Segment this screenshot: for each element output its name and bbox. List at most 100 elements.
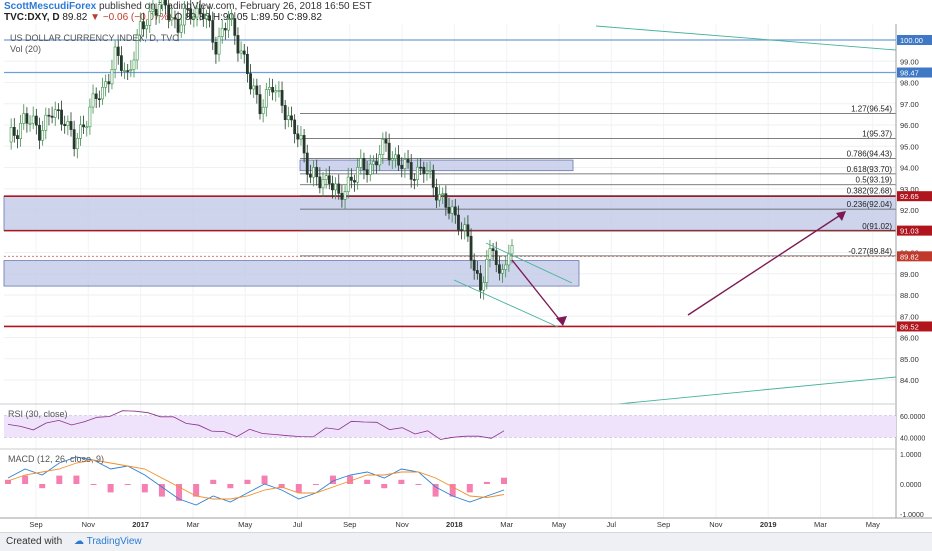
macd-histogram-bar: [295, 484, 302, 493]
candle-body: [312, 167, 315, 178]
candle-body: [305, 152, 309, 175]
price-badge-label: 91.03: [900, 227, 919, 236]
macd-histogram-bar: [90, 484, 97, 485]
macd-histogram-bar: [107, 484, 114, 493]
x-tick-label: Nov: [395, 520, 409, 529]
candle-body: [255, 85, 259, 95]
volume-label: Vol (20): [10, 44, 41, 54]
candle-body: [217, 36, 221, 55]
y-tick-label: 86.00: [900, 334, 919, 343]
rsi-pane: 60.0000 40.0000: [0, 403, 925, 442]
price-chart[interactable]: 1.27(96.54) 1(95.37) 0.786(94.43) 0.618(93.…: [0, 0, 932, 532]
candle-body: [179, 24, 183, 33]
fib-label: 0.618(93.70): [847, 165, 893, 174]
y-tick-label: 94.00: [900, 164, 919, 173]
candles: [9, 0, 514, 300]
candle-body: [195, 8, 199, 18]
x-tick-label: 2018: [446, 520, 463, 529]
candle-body: [167, 4, 171, 21]
candle-body: [50, 115, 54, 118]
candle-body: [299, 135, 303, 140]
candle-body: [504, 264, 508, 270]
candle-body: [308, 174, 312, 178]
macd-histogram-bar: [227, 484, 234, 489]
candle-body: [31, 115, 35, 124]
y-tick-label: 88.00: [900, 291, 919, 300]
candle-body: [264, 89, 268, 108]
candle-body: [249, 73, 252, 90]
candle-body: [75, 138, 79, 150]
candle-body: [44, 114, 48, 131]
price-badge: [897, 321, 932, 332]
candle-body: [82, 124, 86, 128]
candle-body: [453, 206, 457, 216]
y-tick-label: 87.00: [900, 312, 919, 321]
candle-body: [145, 25, 149, 30]
candle-body: [497, 264, 501, 274]
candle-body: [214, 41, 218, 55]
candle-body: [400, 164, 404, 169]
candle-body: [135, 34, 139, 61]
author-link[interactable]: ScottMescudiForex: [4, 1, 97, 12]
candle-body: [220, 28, 224, 37]
macd-histogram-bar: [398, 479, 405, 484]
macd-histogram-bar: [210, 479, 217, 484]
candle-body: [63, 123, 67, 126]
candle-body: [123, 70, 126, 72]
candle-body: [403, 159, 407, 169]
candle-body: [201, 13, 205, 20]
y-tick-label: 89.00: [900, 270, 919, 279]
candle-body: [343, 191, 347, 200]
macd-histogram-bar: [141, 484, 148, 493]
candle-body: [334, 183, 338, 191]
price-badge: [897, 67, 932, 78]
x-tick-label: May: [866, 520, 880, 529]
candle-body: [447, 207, 451, 214]
price-badge-label: 86.52: [900, 322, 919, 331]
candle-body: [268, 87, 271, 90]
candle-body: [173, 17, 177, 20]
candle-body: [390, 158, 394, 161]
candle-body: [482, 282, 486, 291]
tradingview-logo[interactable]: ☁ TradingView: [74, 536, 142, 547]
rsi-tick-label: 40.0000: [900, 435, 925, 442]
macd-histogram-bar: [432, 484, 439, 497]
chart-header: ScottMescudiForex published on TradingVi…: [4, 1, 372, 23]
macd-histogram-bar: [261, 475, 268, 484]
macd-histogram-bar: [158, 484, 165, 497]
candle-body: [79, 124, 82, 139]
fib-label: 1(95.37): [862, 129, 892, 138]
price-badge: [897, 35, 932, 45]
candle-body: [258, 94, 262, 115]
candle-body: [261, 106, 265, 115]
candle-body: [384, 139, 388, 144]
macd-histogram-bar: [483, 481, 490, 484]
candle-body: [120, 55, 123, 71]
candle-body: [41, 130, 45, 141]
candle-body: [444, 193, 448, 208]
candle-body: [22, 113, 26, 124]
candle-body: [412, 179, 416, 181]
macd-tick-label: -1.0000: [900, 512, 924, 519]
candle-body: [239, 50, 243, 54]
candle-body: [170, 17, 174, 21]
candle-body: [290, 115, 293, 121]
x-tick-label: 2019: [760, 520, 777, 529]
price-badge-label: 89.82: [900, 252, 919, 261]
price-badge: [897, 251, 932, 262]
arrow-down-head: [556, 316, 567, 326]
candle-body: [381, 139, 385, 155]
macd-histogram-bar: [364, 479, 371, 484]
candle-body: [142, 21, 145, 30]
rsi-label: RSI (30, close): [8, 409, 68, 419]
candle-body: [69, 121, 73, 130]
candle-body: [160, 0, 164, 5]
candle-body: [428, 169, 432, 172]
demand-zone: [3, 260, 580, 287]
candle-body: [434, 187, 438, 201]
signal-line: [7, 459, 505, 500]
candle-body: [104, 81, 108, 88]
candle-body: [368, 163, 372, 175]
arrow-down-line: [511, 259, 564, 325]
y-tick-label: 96.00: [900, 121, 919, 130]
